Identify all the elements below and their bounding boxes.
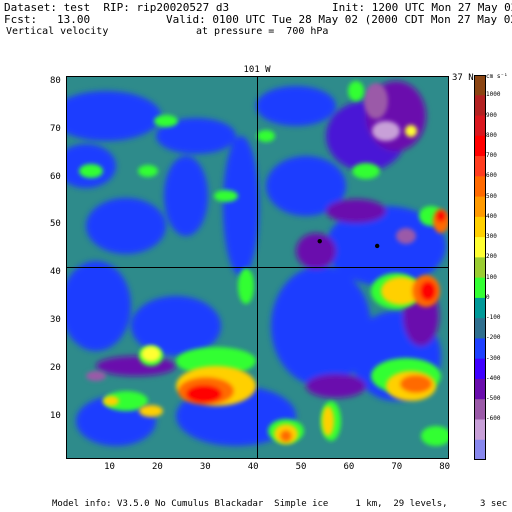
- colorbar-swatch: [474, 338, 486, 360]
- init-time: Init: 1200 UTC Mon 27 May 02: [332, 1, 512, 14]
- colorbar-level-label: -500: [486, 395, 501, 403]
- y-tick-label: 20: [50, 363, 61, 374]
- map-frame: [66, 76, 449, 459]
- map-plot-area: [66, 76, 449, 459]
- colorbar-level-label: -100: [486, 314, 501, 322]
- x-tick-label: 40: [247, 462, 259, 472]
- x-tick-label: 60: [343, 462, 355, 472]
- x-tick-label: 30: [199, 462, 211, 472]
- colorbar-swatch: [474, 439, 486, 460]
- x-tick-label: 70: [391, 462, 403, 472]
- colorbar-swatch: [474, 419, 486, 441]
- model-info: Model info: V3.5.0 No Cumulus Blackadar …: [52, 499, 508, 509]
- y-tick-label: 80: [50, 75, 61, 86]
- colorbar-swatch: [474, 237, 486, 258]
- longitude-label: 101 W: [243, 65, 271, 75]
- y-tick-label: 60: [50, 171, 61, 182]
- point-marker: [317, 238, 322, 244]
- y-tick-label: 40: [50, 267, 61, 278]
- point-marker: [374, 243, 380, 249]
- pressure-level: at pressure = 700 hPa: [196, 26, 329, 37]
- colorbar-swatch: [474, 196, 486, 218]
- colorbar-swatch: [474, 95, 486, 117]
- vertical-velocity-map: [66, 76, 449, 459]
- colorbar-swatch: [474, 176, 486, 198]
- x-tick-label: 10: [104, 462, 115, 472]
- colorbar-level-label: 600: [486, 172, 497, 180]
- colorbar-swatch: [474, 216, 486, 238]
- colorbar-level-label: -200: [486, 334, 501, 342]
- colorbar-level-label: 0: [486, 293, 490, 301]
- colorbar-swatch: [474, 115, 486, 137]
- colorbar-swatch: [474, 135, 486, 157]
- colorbar-level-label: -300: [486, 354, 501, 362]
- y-tick-label: 70: [50, 123, 61, 134]
- colorbar-swatch: [474, 156, 486, 177]
- colorbar-level-label: 400: [486, 212, 497, 220]
- colorbar-swatch: [474, 297, 486, 319]
- colorbar-level-label: 200: [486, 253, 497, 261]
- colorbar-swatch: [474, 378, 486, 400]
- colorbar-level-label: 500: [486, 192, 497, 200]
- colorbar-level-label: 800: [486, 131, 497, 139]
- x-tick-label: 20: [151, 462, 163, 472]
- dataset-title: Dataset: test RIP: rip20020527 d3: [4, 1, 230, 14]
- y-tick-label: 10: [50, 410, 61, 421]
- colorbar-level-label: 700: [486, 152, 497, 160]
- colorbar-swatch: [474, 277, 486, 299]
- x-tick-label: 80: [439, 462, 451, 472]
- strong-upward-regions: [103, 125, 449, 444]
- colorbar-level-label: 900: [486, 111, 497, 119]
- field-name: Vertical velocity: [6, 26, 109, 37]
- x-tick-label: 50: [295, 462, 307, 472]
- colorbar-swatch: [474, 75, 486, 96]
- point-markers: [317, 238, 380, 249]
- colorbar-level-label: 300: [486, 233, 497, 241]
- strong-downdraft-cores: [86, 83, 416, 381]
- colorbar-level-label: -400: [486, 374, 501, 382]
- colorbar-swatch: [474, 257, 486, 279]
- colorbar-level-label: 1000: [486, 91, 501, 99]
- y-tick-label: 50: [50, 219, 61, 230]
- colorbar-swatch: [474, 358, 486, 380]
- colorbar-swatch: [474, 318, 486, 339]
- valid-time: Valid: 0100 UTC Tue 28 May 02 (2000 CDT …: [166, 13, 512, 26]
- colorbar-level-label: -600: [486, 415, 501, 423]
- forecast-hour: Fcst: 13.00: [4, 13, 91, 26]
- y-tick-label: 30: [50, 315, 61, 326]
- colorbar-swatch: [474, 399, 486, 420]
- colorbar: [474, 75, 486, 460]
- colorbar-level-label: 100: [486, 273, 497, 281]
- latitude-label: 37 N: [452, 73, 474, 83]
